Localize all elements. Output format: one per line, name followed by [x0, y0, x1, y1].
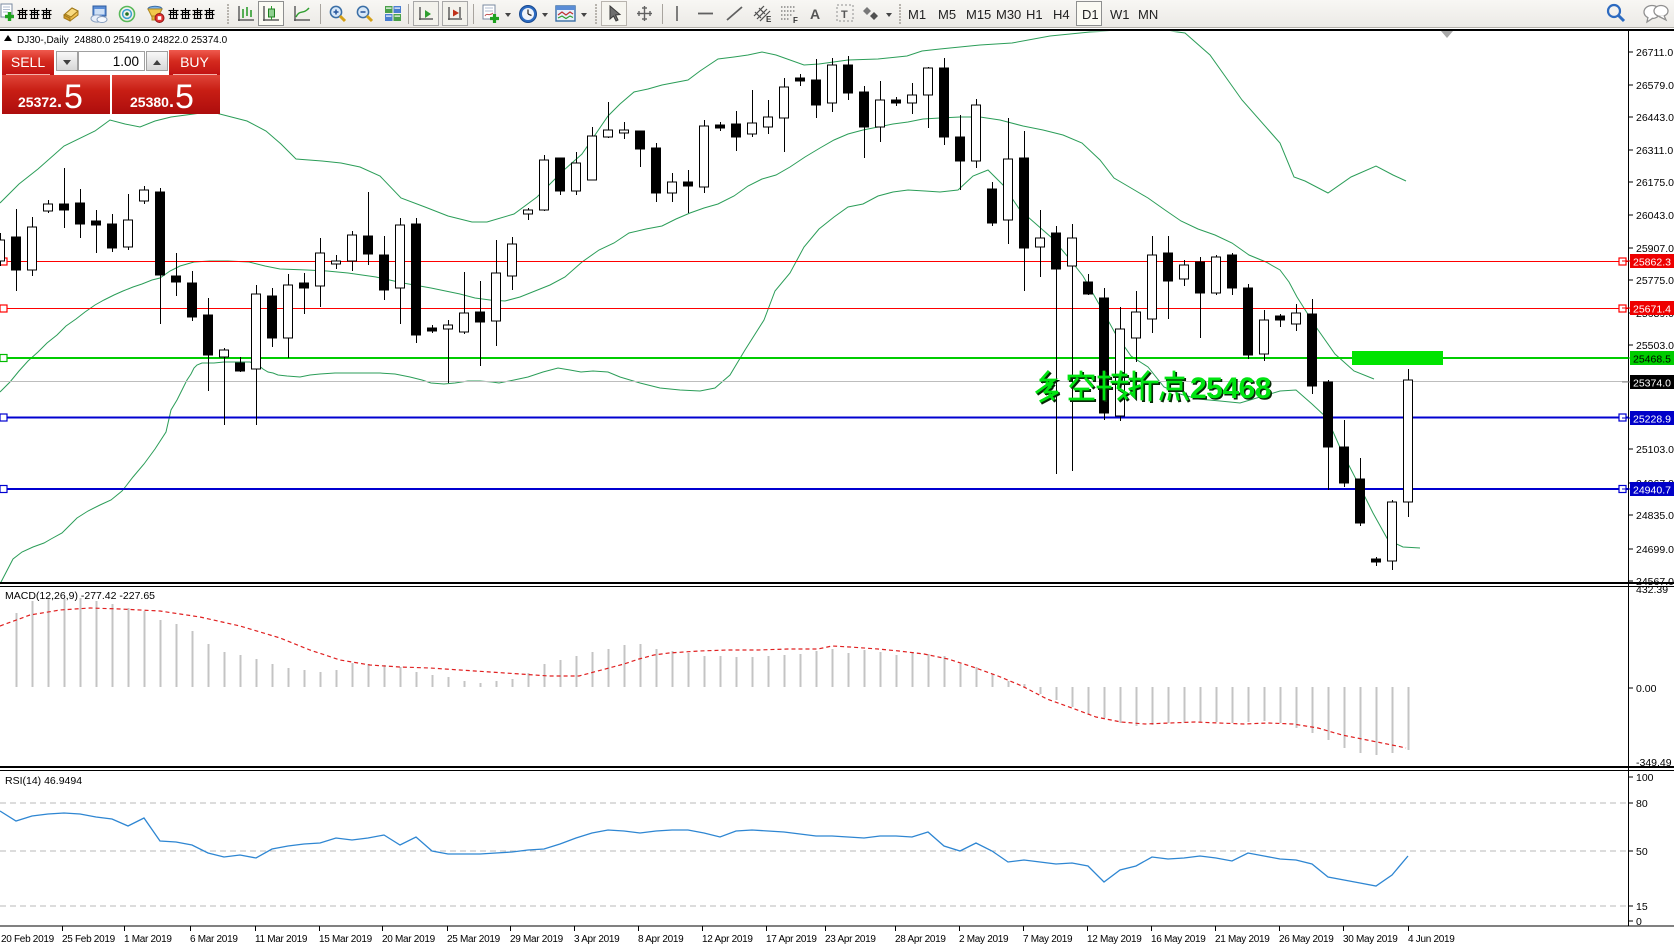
svg-text:25775.0: 25775.0	[1636, 275, 1674, 287]
svg-text:100: 100	[1636, 772, 1654, 784]
svg-text:28 Apr 2019: 28 Apr 2019	[895, 934, 946, 945]
svg-text:25103.0: 25103.0	[1636, 444, 1674, 456]
svg-text:2 May 2019: 2 May 2019	[959, 934, 1009, 945]
svg-text:24567.0: 24567.0	[1636, 576, 1674, 588]
svg-text:25468: 25468	[1192, 374, 1273, 407]
svg-text:T: T	[841, 9, 848, 21]
svg-text:23 Apr 2019: 23 Apr 2019	[825, 934, 876, 945]
svg-text:80: 80	[1636, 798, 1648, 810]
svg-text:4 Jun 2019: 4 Jun 2019	[1408, 934, 1455, 945]
svg-text:26175.0: 26175.0	[1636, 177, 1674, 189]
svg-text:21 May 2019: 21 May 2019	[1215, 934, 1270, 945]
svg-text:24940.7: 24940.7	[1633, 485, 1671, 497]
svg-text:26711.0: 26711.0	[1636, 47, 1673, 59]
svg-text:RSI(14) 46.9494: RSI(14) 46.9494	[5, 775, 82, 787]
svg-text:15 Mar 2019: 15 Mar 2019	[319, 934, 373, 945]
svg-text:50: 50	[1636, 846, 1648, 858]
svg-text:8 Apr 2019: 8 Apr 2019	[638, 934, 684, 945]
svg-text:25374.0: 25374.0	[1633, 378, 1671, 390]
svg-text:26 May 2019: 26 May 2019	[1279, 934, 1334, 945]
svg-text:20 Mar 2019: 20 Mar 2019	[382, 934, 436, 945]
svg-text:25 Mar 2019: 25 Mar 2019	[447, 934, 501, 945]
svg-text:25228.9: 25228.9	[1633, 414, 1671, 426]
svg-text:26443.0: 26443.0	[1636, 112, 1674, 124]
svg-text:25907.0: 25907.0	[1636, 243, 1674, 255]
svg-text:20 Feb 2019: 20 Feb 2019	[1, 934, 55, 945]
svg-text:26311.0: 26311.0	[1636, 145, 1673, 157]
svg-text:26579.0: 26579.0	[1636, 80, 1674, 92]
svg-text:15: 15	[1636, 901, 1648, 913]
svg-text:7 May 2019: 7 May 2019	[1023, 934, 1073, 945]
svg-text:E: E	[766, 15, 772, 24]
svg-text:25503.0: 25503.0	[1636, 340, 1674, 352]
svg-text:25468.5: 25468.5	[1633, 354, 1671, 366]
svg-text:24835.0: 24835.0	[1636, 510, 1674, 522]
svg-text:-349.49: -349.49	[1636, 757, 1672, 769]
svg-text:432.39: 432.39	[1636, 584, 1668, 596]
svg-text:24699.0: 24699.0	[1636, 544, 1674, 556]
svg-text:11 Mar 2019: 11 Mar 2019	[255, 934, 308, 945]
svg-text:0.00: 0.00	[1636, 683, 1657, 695]
svg-text:0: 0	[1636, 916, 1642, 928]
svg-text:25862.3: 25862.3	[1633, 257, 1671, 269]
svg-text:25 Feb 2019: 25 Feb 2019	[62, 934, 116, 945]
svg-text:25468: 25468	[1190, 372, 1271, 405]
svg-text:26043.0: 26043.0	[1636, 210, 1674, 222]
svg-text:30 May 2019: 30 May 2019	[1343, 934, 1398, 945]
svg-text:MACD(12,26,9) -277.42 -227.65: MACD(12,26,9) -277.42 -227.65	[5, 590, 155, 602]
svg-text:29 Mar 2019: 29 Mar 2019	[510, 934, 564, 945]
svg-text:1 Mar 2019: 1 Mar 2019	[124, 934, 172, 945]
svg-text:DJ30-,Daily 24880.0 25419.0 2: DJ30-,Daily 24880.0 25419.0 24822.0 2537…	[17, 35, 228, 46]
svg-text:12 May 2019: 12 May 2019	[1087, 934, 1142, 945]
svg-text:16 May 2019: 16 May 2019	[1151, 934, 1206, 945]
svg-text:3 Apr 2019: 3 Apr 2019	[574, 934, 620, 945]
svg-text:12 Apr 2019: 12 Apr 2019	[702, 934, 753, 945]
svg-text:25671.4: 25671.4	[1633, 304, 1671, 316]
svg-text:F: F	[793, 16, 798, 24]
svg-text:6 Mar 2019: 6 Mar 2019	[190, 934, 238, 945]
svg-text:17 Apr 2019: 17 Apr 2019	[766, 934, 817, 945]
